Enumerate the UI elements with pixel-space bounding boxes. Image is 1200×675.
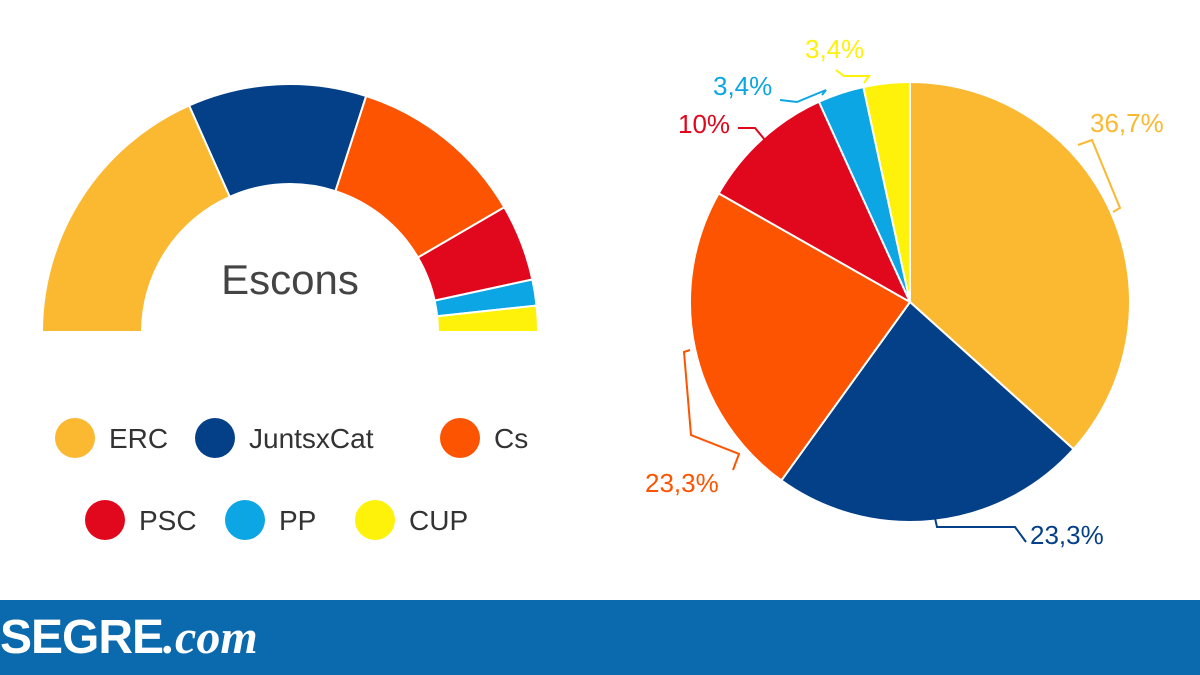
semicircle-donut-chart [40, 83, 540, 333]
segre-logo: SEGRE.com [0, 608, 258, 668]
legend-label-pp: PP [279, 505, 316, 536]
pie-percent-labels: 36,7% 23,3% 23,3% 10% 3,4% 3,4% [645, 34, 1164, 550]
pie-label-juntsxcat: 23,3% [1030, 520, 1104, 550]
pie-slice-psc [717, 100, 913, 305]
legend-label-cup: CUP [409, 505, 468, 536]
legend-marker-erc [55, 418, 95, 458]
charts-canvas: Escons ERC JuntsxCat Cs PSC PP CUP 36,7% 23,3%… [40, 34, 1164, 550]
chart-area: Escons ERC JuntsxCat Cs PSC PP CUP 36,7% 23,3%… [40, 34, 1164, 550]
pie-label-cup: 3,4% [805, 34, 864, 64]
pie-connector-psc [738, 127, 766, 141]
pie-label-psc: 10% [678, 109, 730, 139]
pie-connector-cs [682, 349, 741, 471]
pie-connector-juntsxcat [934, 517, 1027, 543]
legend-label-juntsxcat: JuntsxCat [249, 423, 374, 454]
pie-slice-erc [909, 80, 1131, 451]
footer-bar: SEGRE.com [0, 600, 1200, 675]
pie-chart [689, 80, 1131, 523]
legend-label-psc: PSC [139, 505, 197, 536]
brand-suffix: .com [163, 611, 258, 664]
pie-slice-juntsxcat [779, 300, 1075, 523]
donut-center-label: Escons [221, 256, 359, 303]
donut-segment-erc [40, 104, 232, 333]
pie-slice-cup [862, 80, 911, 303]
legend-marker-psc [85, 500, 125, 540]
pie-connector-pp [779, 89, 827, 104]
brand-main: SEGRE [0, 611, 164, 664]
legend-marker-juntsxcat [195, 418, 235, 458]
legend-label-erc: ERC [109, 423, 168, 454]
legend-label-cs: Cs [494, 423, 528, 454]
pie-label-cs: 23,3% [645, 468, 719, 498]
legend-marker-cup [355, 500, 395, 540]
donut-segment-cup [436, 304, 540, 333]
legend-marker-pp [225, 500, 265, 540]
pie-label-erc: 36,7% [1090, 108, 1164, 138]
legend: ERC JuntsxCat Cs PSC PP CUP [55, 418, 528, 540]
pie-connector-erc [1077, 138, 1122, 213]
legend-marker-cs [440, 418, 480, 458]
pie-slice-cs [689, 192, 912, 482]
pie-connector-cup [835, 69, 871, 84]
pie-label-pp: 3,4% [713, 71, 772, 101]
